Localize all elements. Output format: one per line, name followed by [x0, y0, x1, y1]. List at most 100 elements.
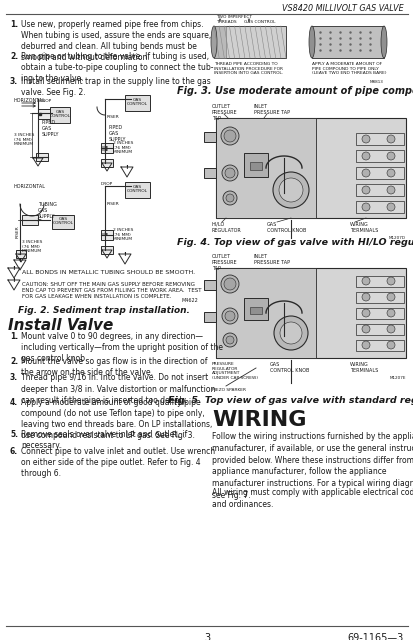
Text: INLET
PRESSURE TAP: INLET PRESSURE TAP — [254, 104, 289, 115]
Text: 1.: 1. — [10, 332, 18, 341]
Text: RISER: RISER — [107, 202, 119, 206]
Circle shape — [386, 325, 394, 333]
Circle shape — [386, 152, 394, 160]
Bar — [204, 312, 216, 322]
Circle shape — [361, 277, 369, 285]
Bar — [125, 95, 150, 111]
Circle shape — [386, 309, 394, 317]
Text: 2 INCHES
(76 MM)
MINIMUM: 2 INCHES (76 MM) MINIMUM — [113, 228, 133, 241]
Text: Fig. 2. Sediment trap installation.: Fig. 2. Sediment trap installation. — [18, 306, 190, 315]
Text: TWO IMPERFECT
THREADS: TWO IMPERFECT THREADS — [216, 15, 252, 24]
Text: THREAD PIPE ACCORDING TO
INSTALLATION PROCEDURE FOR
INSERTION INTO GAS CONTROL.: THREAD PIPE ACCORDING TO INSTALLATION PR… — [214, 62, 282, 76]
Text: M1207D: M1207D — [388, 236, 405, 240]
Ellipse shape — [308, 26, 314, 58]
Text: !: ! — [19, 258, 21, 263]
Circle shape — [386, 277, 394, 285]
Circle shape — [386, 186, 394, 194]
Text: WIRING: WIRING — [211, 410, 306, 430]
Text: !: ! — [125, 165, 128, 170]
Text: Fig. 3. Use moderate amount of pipe compound.: Fig. 3. Use moderate amount of pipe comp… — [176, 86, 413, 96]
Bar — [38, 109, 52, 119]
Circle shape — [361, 325, 369, 333]
Bar — [355, 150, 403, 162]
Bar — [355, 184, 403, 196]
Text: Run pipe or tubing to the valve. If tubing is used,
obtain a tube-to-pipe coupli: Run pipe or tubing to the valve. If tubi… — [21, 52, 213, 83]
Text: HORIZONTAL: HORIZONTAL — [14, 184, 46, 189]
Bar — [243, 153, 267, 177]
Text: 3 INCHES
(76 MM)
MINIMUM: 3 INCHES (76 MM) MINIMUM — [14, 133, 34, 146]
Text: GAS
CONTROL KNOB: GAS CONTROL KNOB — [269, 362, 309, 372]
Text: Thread pipe 9/16 in. into the valve. Do not insert
deeper than 3/8 in. Valve dis: Thread pipe 9/16 in. into the valve. Do … — [21, 374, 215, 404]
Text: 6.: 6. — [10, 447, 18, 456]
Text: Apply a moderate amount of good quality pipe
compound (do not use Teflon tape) t: Apply a moderate amount of good quality … — [21, 398, 212, 440]
Text: OUTLET
PRESSURE
TAP: OUTLET PRESSURE TAP — [211, 254, 237, 271]
Bar — [249, 307, 261, 314]
Bar — [204, 280, 216, 290]
Bar — [243, 298, 267, 320]
Circle shape — [221, 165, 237, 181]
Bar — [355, 308, 403, 319]
Bar — [101, 143, 113, 153]
Text: !: ! — [12, 266, 15, 271]
Bar — [125, 182, 150, 198]
Text: RISER: RISER — [107, 115, 119, 119]
Circle shape — [386, 203, 394, 211]
Text: M8813: M8813 — [369, 80, 383, 84]
Bar — [204, 168, 216, 178]
Text: PIPED
GAS
SUPPLY: PIPED GAS SUPPLY — [42, 120, 59, 136]
Text: RISER: RISER — [16, 226, 20, 238]
Circle shape — [221, 308, 237, 324]
Text: 1.: 1. — [10, 20, 18, 29]
Circle shape — [221, 127, 238, 145]
Text: HI/LO
REGULATOR: HI/LO REGULATOR — [211, 222, 241, 233]
Text: WIRING
TERMINALS: WIRING TERMINALS — [349, 362, 377, 372]
Circle shape — [223, 278, 235, 290]
Text: Mount valve 0 to 90 degrees, in any direction—
including vertically—from the upr: Mount valve 0 to 90 degrees, in any dire… — [21, 332, 223, 363]
Ellipse shape — [380, 26, 386, 58]
Text: !: ! — [12, 278, 15, 283]
Bar — [204, 132, 216, 142]
Text: 2.: 2. — [10, 356, 18, 365]
Circle shape — [221, 275, 238, 293]
Bar — [52, 215, 74, 229]
Text: 69-1165—3: 69-1165—3 — [347, 633, 403, 640]
Bar — [50, 107, 70, 123]
Bar — [355, 324, 403, 335]
Bar — [216, 118, 315, 218]
Circle shape — [361, 152, 369, 160]
Circle shape — [361, 309, 369, 317]
Ellipse shape — [211, 26, 216, 58]
Text: WIRING
TERMINALS: WIRING TERMINALS — [349, 222, 377, 233]
Circle shape — [279, 322, 301, 344]
Circle shape — [278, 178, 302, 202]
Bar — [216, 118, 405, 218]
Text: PIEZO SPARKER: PIEZO SPARKER — [211, 388, 245, 392]
Text: Fig. 4. Top view of gas valve with HI/LO regulator.: Fig. 4. Top view of gas valve with HI/LO… — [177, 238, 413, 247]
Text: !: ! — [123, 252, 126, 257]
Bar — [355, 201, 403, 213]
Bar — [36, 153, 48, 161]
Circle shape — [272, 172, 308, 208]
Text: PRESSURE
REGULATOR
ADJUSTMENT
(UNDER CAP SCREW): PRESSURE REGULATOR ADJUSTMENT (UNDER CAP… — [211, 362, 257, 380]
Bar — [249, 162, 261, 170]
Circle shape — [361, 341, 369, 349]
Circle shape — [386, 341, 394, 349]
Text: 3.: 3. — [10, 374, 18, 383]
Text: APPLY A MODERATE AMOUNT OF
PIPE COMPOUND TO PIPE ONLY
(LEAVE TWO END THREADS BAR: APPLY A MODERATE AMOUNT OF PIPE COMPOUND… — [311, 62, 386, 76]
Bar — [214, 26, 225, 58]
Text: 5.: 5. — [10, 430, 18, 439]
Text: Follow the wiring instructions furnished by the appliance
manufacturer, if avail: Follow the wiring instructions furnished… — [211, 432, 413, 500]
Text: GAS
CONTROL KNOB: GAS CONTROL KNOB — [266, 222, 306, 233]
Circle shape — [223, 333, 236, 347]
Text: Remove seals over valve inlet and outlet, if
necessary.: Remove seals over valve inlet and outlet… — [21, 430, 187, 450]
Text: Connect pipe to valve inlet and outlet. Use wrench
on either side of the pipe ou: Connect pipe to valve inlet and outlet. … — [21, 447, 215, 478]
Text: TUBING
GAS
SUPPLY: TUBING GAS SUPPLY — [38, 202, 57, 219]
Circle shape — [361, 186, 369, 194]
Circle shape — [273, 316, 307, 350]
Text: VS8420 MILLIVOLT GAS VALVE: VS8420 MILLIVOLT GAS VALVE — [282, 4, 403, 13]
Text: OUTLET
PRESSURE
TAP: OUTLET PRESSURE TAP — [211, 104, 237, 120]
Bar — [311, 26, 383, 58]
Text: 2.: 2. — [10, 52, 18, 61]
Circle shape — [225, 336, 233, 344]
Text: 3 INCHES
(76 MM)
MINIMUM: 3 INCHES (76 MM) MINIMUM — [22, 240, 42, 253]
